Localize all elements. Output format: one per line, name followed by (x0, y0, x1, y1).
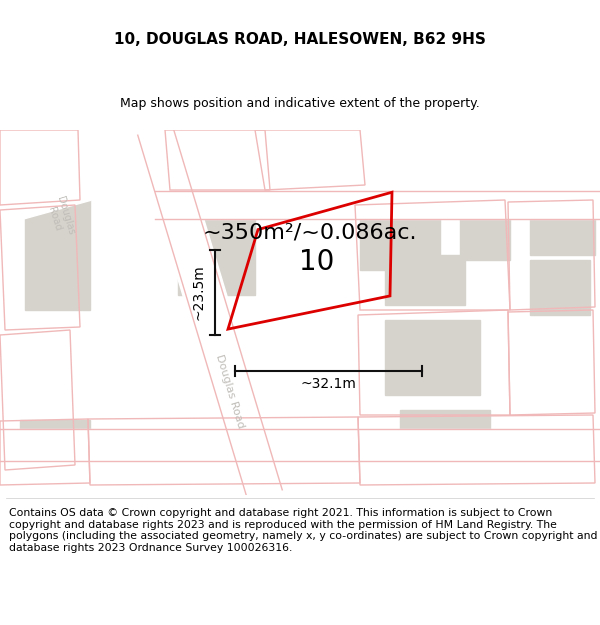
Polygon shape (20, 420, 90, 460)
Text: ~350m²/~0.086ac.: ~350m²/~0.086ac. (203, 222, 417, 242)
Text: Contains OS data © Crown copyright and database right 2021. This information is : Contains OS data © Crown copyright and d… (9, 508, 598, 552)
Polygon shape (530, 210, 595, 255)
Polygon shape (0, 171, 94, 224)
Polygon shape (25, 195, 90, 310)
Text: Douglas Road: Douglas Road (214, 353, 246, 429)
Polygon shape (400, 410, 490, 455)
Polygon shape (155, 191, 600, 219)
Text: ~32.1m: ~32.1m (301, 377, 356, 391)
Polygon shape (530, 260, 590, 315)
Text: ~23.5m: ~23.5m (192, 265, 206, 321)
Text: Douglas
Road: Douglas Road (44, 195, 76, 239)
Text: 10, DOUGLAS ROAD, HALESOWEN, B62 9HS: 10, DOUGLAS ROAD, HALESOWEN, B62 9HS (114, 32, 486, 48)
Polygon shape (178, 195, 255, 295)
Polygon shape (385, 320, 480, 395)
Polygon shape (0, 429, 600, 461)
Text: Map shows position and indicative extent of the property.: Map shows position and indicative extent… (120, 98, 480, 111)
Polygon shape (360, 195, 440, 270)
Polygon shape (385, 255, 465, 305)
Polygon shape (460, 195, 510, 260)
Polygon shape (135, 124, 285, 501)
Text: 10: 10 (299, 248, 335, 276)
